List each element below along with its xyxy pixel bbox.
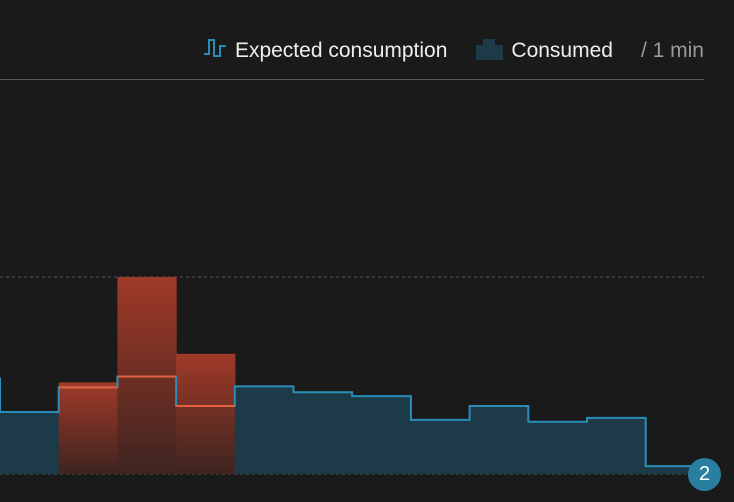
consumed-bar xyxy=(293,392,353,474)
consumed-bar xyxy=(587,417,647,474)
consumed-over-bar xyxy=(58,382,118,474)
consumed-bar xyxy=(0,411,60,474)
consumed-over-bar xyxy=(176,353,236,474)
chart-legend: Expected consumption Consumed / 1 min xyxy=(203,36,704,66)
step-area-icon xyxy=(475,36,505,66)
consumed-bar xyxy=(234,386,295,474)
interval-label: / 1 min xyxy=(640,39,704,62)
event-count-badge[interactable]: 2 xyxy=(688,458,721,491)
step-line-icon xyxy=(203,37,229,65)
consumed-bar xyxy=(469,406,529,474)
legend-divider xyxy=(0,79,704,80)
legend-consumed-label: Consumed xyxy=(511,39,613,62)
consumed-bar xyxy=(528,421,588,474)
legend-interval: / 1 min xyxy=(641,39,704,63)
legend-expected-consumption[interactable]: Expected consumption xyxy=(203,37,447,65)
consumed-bar xyxy=(352,396,412,474)
consumed-bar xyxy=(645,466,705,474)
legend-consumed[interactable]: Consumed xyxy=(475,36,613,66)
legend-expected-label: Expected consumption xyxy=(234,39,448,62)
consumed-bar xyxy=(410,419,471,474)
